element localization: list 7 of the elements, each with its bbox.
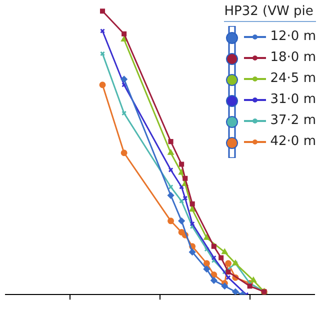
legend-title: HP32 (VW pie (224, 4, 316, 22)
legend-label: 12·0 m (270, 29, 316, 44)
legend-label: 18·0 m (270, 50, 316, 65)
legend-label: 24·5 m (270, 71, 316, 86)
legend-label: 31·0 m (270, 92, 316, 107)
legend-label: 42·0 m (270, 134, 316, 149)
legend-label: 37·2 m (270, 113, 316, 128)
